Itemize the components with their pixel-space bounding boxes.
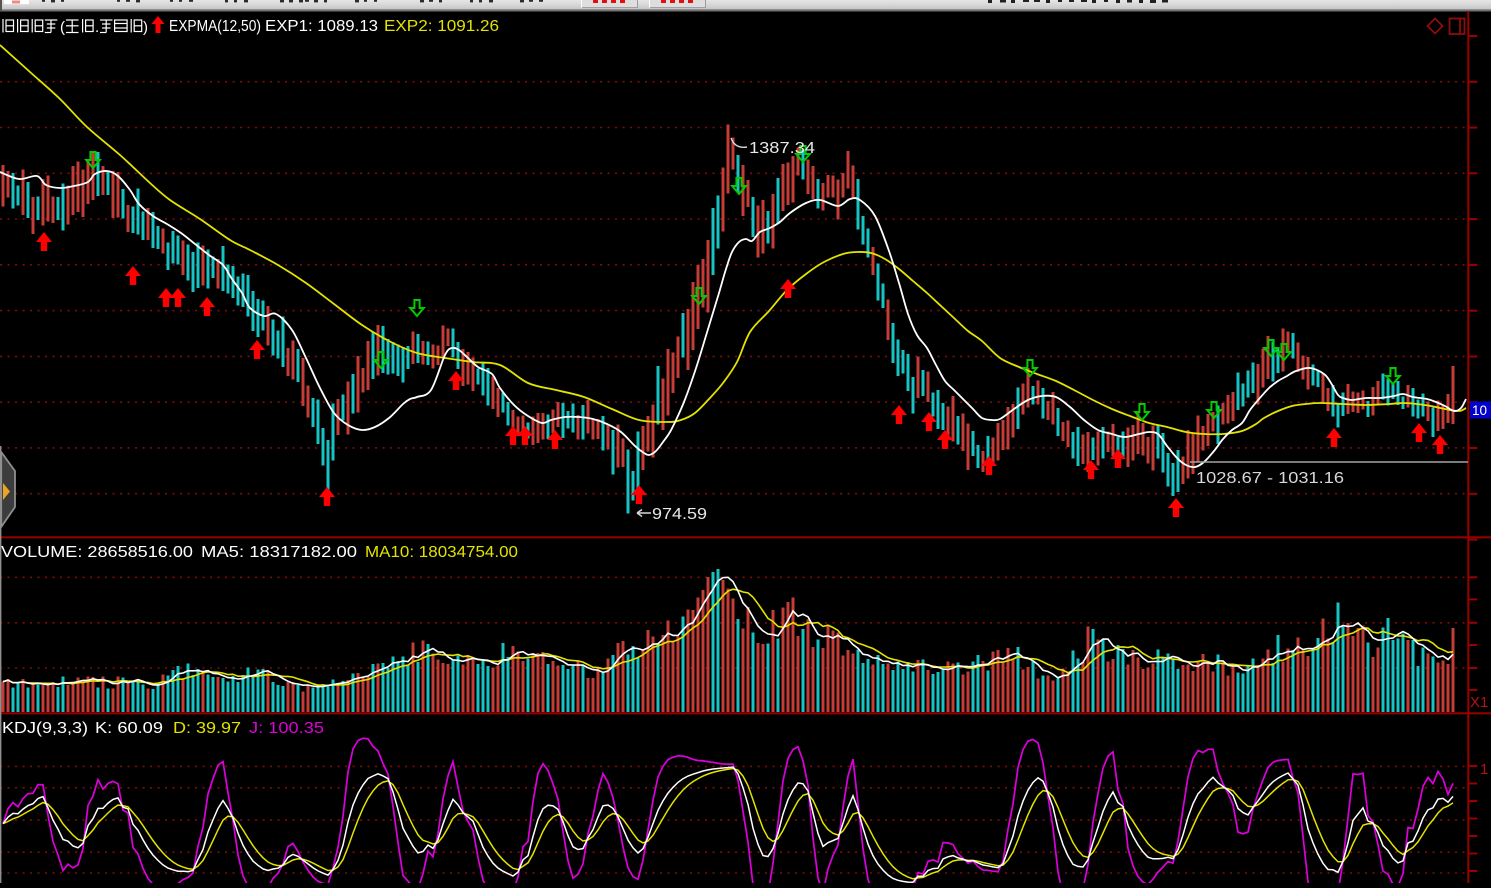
- svg-text:D: 39.97: D: 39.97: [173, 720, 241, 737]
- svg-text:K: 60.09: K: 60.09: [95, 720, 163, 737]
- svg-text:(: (: [60, 19, 65, 36]
- svg-text:MA10: 18034754.00: MA10: 18034754.00: [365, 544, 518, 561]
- svg-text:MA5: 18317182.00: MA5: 18317182.00: [201, 544, 357, 561]
- svg-text:.: .: [95, 19, 99, 36]
- svg-text:): ): [143, 19, 148, 36]
- svg-text:1: 1: [1480, 761, 1488, 778]
- svg-text:X1: X1: [1470, 694, 1488, 711]
- svg-text:1028.67 - 1031.16: 1028.67 - 1031.16: [1196, 470, 1344, 487]
- svg-text:VOLUME: 28658516.00: VOLUME: 28658516.00: [1, 544, 193, 561]
- svg-text:EXPMA(12,50): EXPMA(12,50): [169, 18, 261, 35]
- svg-text:EXP2: 1091.26: EXP2: 1091.26: [384, 18, 499, 35]
- svg-text:10: 10: [1472, 403, 1487, 418]
- svg-text:KDJ(9,3,3): KDJ(9,3,3): [2, 720, 88, 737]
- svg-text:J: 100.35: J: 100.35: [249, 720, 324, 737]
- svg-text:974.59: 974.59: [652, 506, 707, 523]
- svg-text:1387.34: 1387.34: [749, 140, 815, 157]
- svg-text:EXP1: 1089.13: EXP1: 1089.13: [265, 18, 378, 35]
